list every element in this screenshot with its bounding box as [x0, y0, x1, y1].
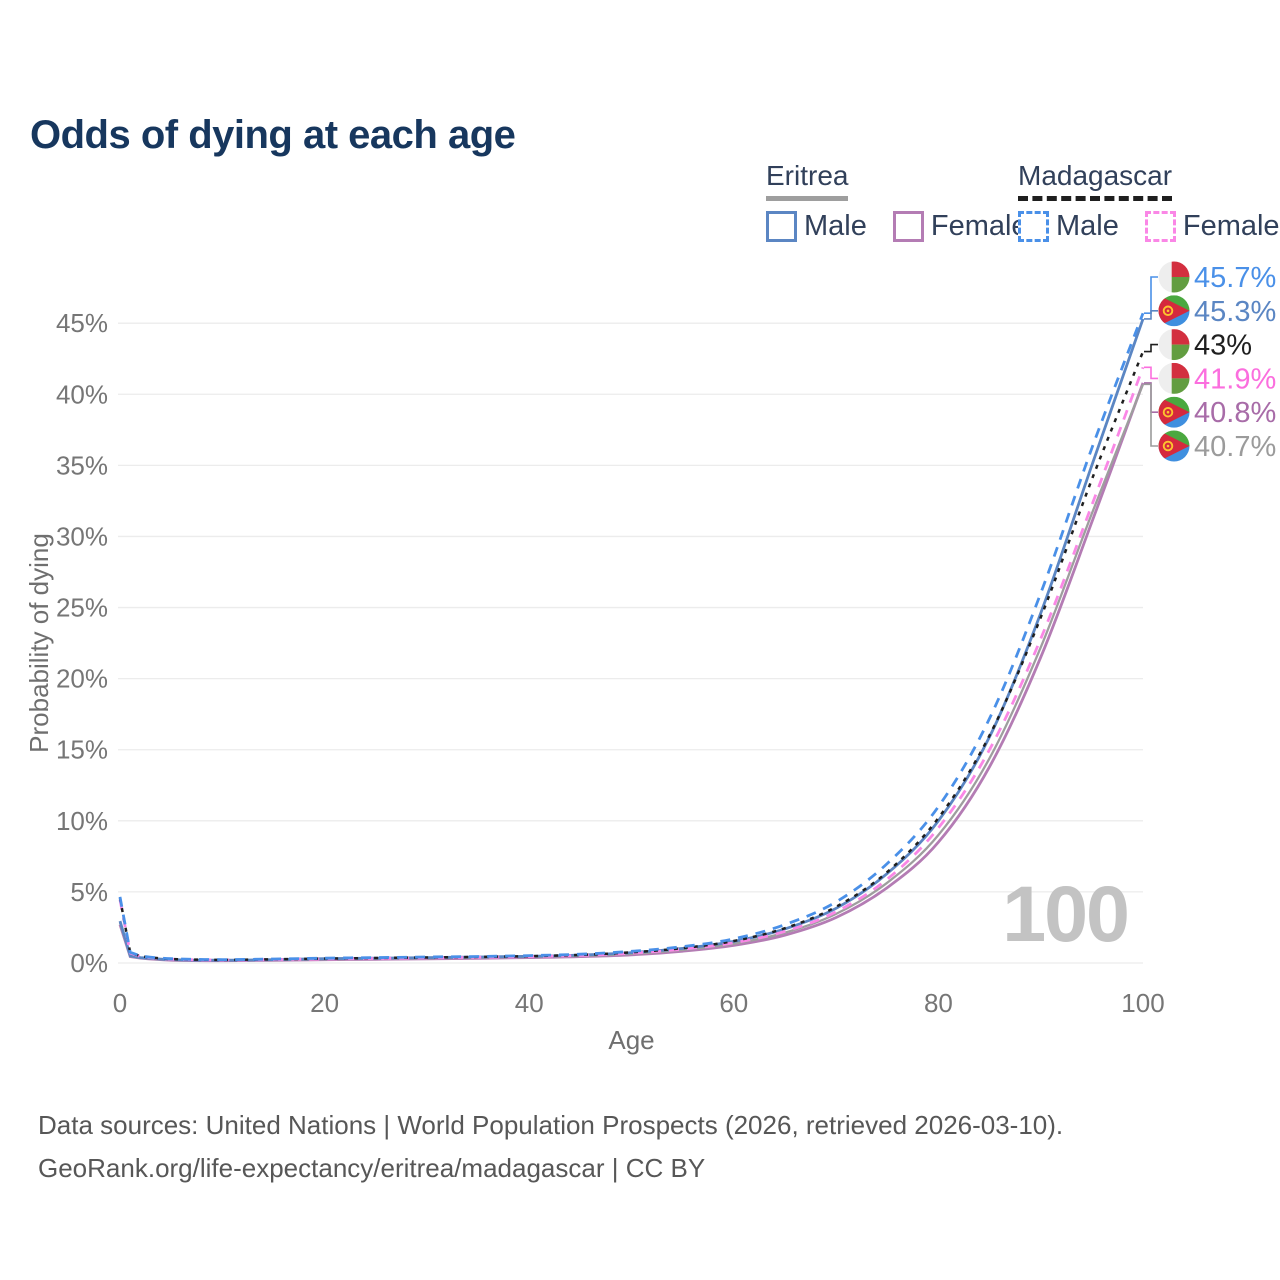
series-line-madagascar-female [118, 366, 1145, 962]
source-attribution: Data sources: United Nations | World Pop… [38, 1104, 1063, 1190]
y-axis-title: Probability of dying [24, 533, 54, 753]
leader-line [1144, 310, 1158, 320]
series-line-eritrea-female [118, 382, 1145, 963]
y-tick-label: 0% [70, 948, 108, 978]
series-line-eritrea-male [118, 318, 1145, 962]
leader-line [1144, 383, 1158, 447]
end-label-madagascar-female: 41.9% [1194, 363, 1276, 395]
y-tick-label: 40% [56, 379, 108, 409]
x-tick-label: 60 [719, 988, 748, 1018]
legend-swatch-madagascar-female [1144, 211, 1176, 242]
end-label-eritrea-both-sexes: 40.7% [1194, 431, 1276, 463]
end-label-madagascar-male: 45.7% [1194, 262, 1276, 294]
x-tick-label: 20 [310, 988, 339, 1018]
legend-item-madagascar-female[interactable]: Female [1144, 210, 1280, 243]
legend-label-madagascar-male: Male [1056, 210, 1119, 242]
flag-icon-eritrea [1158, 396, 1190, 428]
leader-line [1144, 276, 1158, 314]
legend-swatch-madagascar-male [1018, 211, 1049, 242]
y-tick-label: 5% [70, 877, 108, 907]
legend-country-eritrea: Eritrea [766, 160, 849, 201]
end-label-eritrea-female: 40.8% [1194, 397, 1276, 429]
legend-item-eritrea-female[interactable]: Female [892, 210, 1028, 243]
end-label-eritrea-male: 45.3% [1194, 296, 1276, 328]
flag-icon-madagascar [1158, 329, 1190, 361]
flag-icon-eritrea [1158, 430, 1190, 462]
legend-item-madagascar-male[interactable]: Male [1018, 210, 1119, 243]
legend-swatch-eritrea-female [892, 211, 924, 242]
flag-icon-eritrea [1158, 295, 1190, 327]
legend-label-eritrea-female: Female [930, 210, 1028, 242]
x-tick-label: 0 [113, 988, 127, 1018]
legend-country-madagascar: Madagascar [1018, 160, 1173, 201]
y-tick-label: 20% [56, 664, 108, 694]
series-line-eritrea-both-sexes [118, 383, 1145, 962]
data-sources-line: Data sources: United Nations | World Pop… [38, 1110, 1064, 1140]
end-label-madagascar-both-sexes: 43% [1194, 330, 1252, 362]
leader-line [1144, 343, 1158, 353]
series-line-madagascar-both-sexes [118, 351, 1145, 962]
y-tick-label: 10% [56, 806, 108, 836]
legend-label-eritrea-male: Male [804, 210, 867, 242]
x-tick-label: 80 [924, 988, 953, 1018]
x-tick-label: 100 [1121, 988, 1164, 1018]
series-line-madagascar-male [118, 312, 1145, 962]
y-tick-label: 15% [56, 735, 108, 765]
legend-items-eritrea: Male Female [766, 210, 1054, 243]
legend-group-eritrea: Eritrea Male Female [766, 160, 1054, 243]
georank-url-line: GeoRank.org/life-expectancy/eritrea/mada… [38, 1153, 706, 1183]
legend-group-madagascar: Madagascar Male Female [1018, 160, 1280, 243]
y-tick-label: 30% [56, 521, 108, 551]
y-tick-label: 45% [56, 308, 108, 338]
y-tick-label: 25% [56, 593, 108, 623]
y-tick-label: 35% [56, 450, 108, 480]
legend-swatch-eritrea-male [766, 211, 797, 242]
flag-icon-madagascar [1158, 261, 1190, 293]
legend-items-madagascar: Male Female [1018, 210, 1280, 243]
page-title: Odds of dying at each age [30, 112, 516, 157]
legend-item-eritrea-male[interactable]: Male [766, 210, 867, 243]
leader-line [1144, 366, 1158, 380]
x-axis-title: Age [608, 1025, 654, 1055]
x-tick-label: 40 [515, 988, 544, 1018]
legend-label-madagascar-female: Female [1182, 210, 1280, 242]
flag-icon-madagascar [1158, 362, 1190, 394]
watermark-age-100: 100 [1002, 869, 1128, 958]
